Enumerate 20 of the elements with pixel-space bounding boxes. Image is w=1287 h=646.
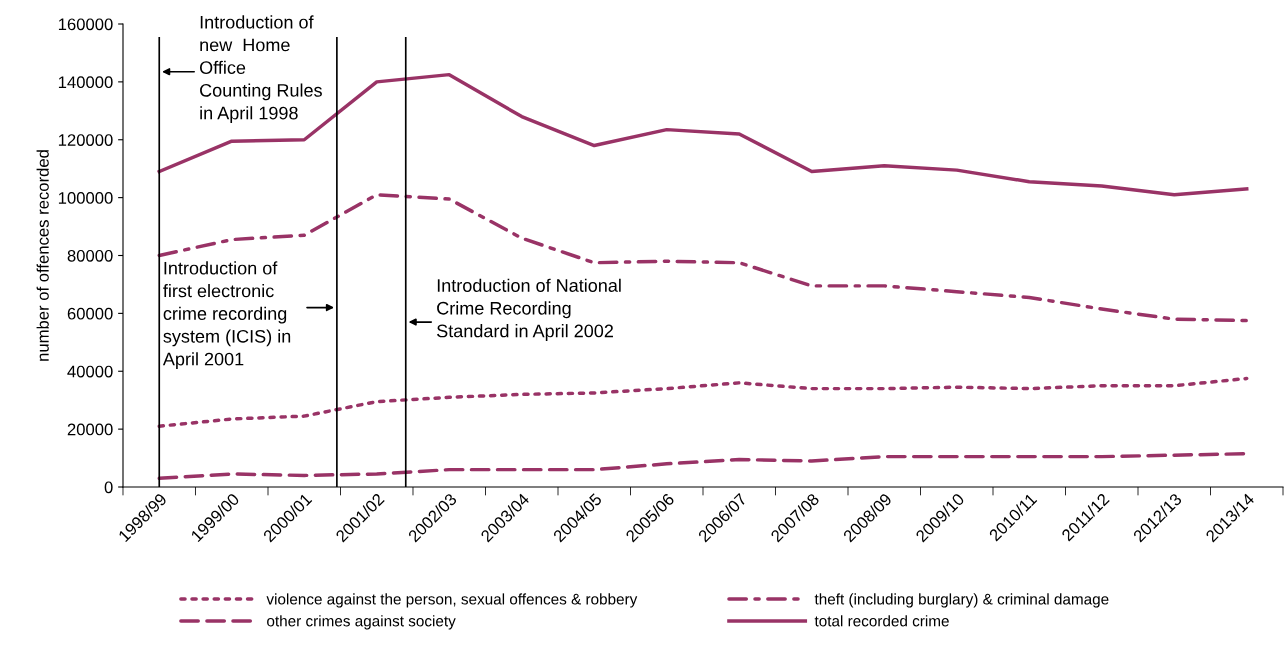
y-tick-label: 0 xyxy=(104,481,113,494)
y-tick-label: 60000 xyxy=(67,307,113,320)
y-tick-label: 40000 xyxy=(67,365,113,378)
y-tick-label: 140000 xyxy=(58,76,113,89)
annotation: Introduction of new Home Office Counting Rules in April 1998 xyxy=(199,15,322,124)
legend-label: other crimes against society xyxy=(267,615,456,630)
line-series xyxy=(157,192,1249,323)
legend-label: violence against the person, sexual offences & robbery xyxy=(266,593,638,608)
legend-label: total recorded crime xyxy=(814,615,949,627)
y-axis-title: number of offences recorded xyxy=(36,150,49,361)
annotation: Introduction of first electronic crime recording system (ICIS) in April 2001 xyxy=(162,261,291,369)
annotation: Introduction of National Crime Recording Standard in April 2002 xyxy=(437,278,621,341)
y-tick-label: 120000 xyxy=(58,134,113,146)
y-tick-label: 100000 xyxy=(58,192,113,204)
line-series xyxy=(157,72,1249,197)
y-tick-label: 160000 xyxy=(58,18,113,31)
y-tick-label: 20000 xyxy=(67,423,113,436)
line-series xyxy=(157,376,1249,428)
y-tick-label: 80000 xyxy=(67,249,113,262)
legend-label: theft (including burglary) & criminal damage xyxy=(814,593,1109,608)
